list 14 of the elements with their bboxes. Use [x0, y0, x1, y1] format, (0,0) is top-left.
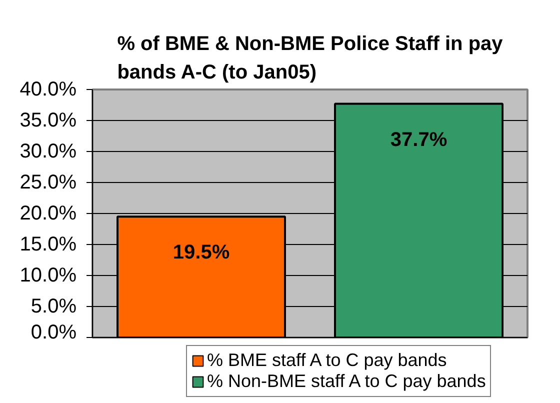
- legend-label: % Non-BME staff A to C pay bands: [207, 371, 486, 392]
- y-tick-label: 0.0%: [30, 322, 77, 344]
- y-tick-label: 25.0%: [20, 172, 77, 194]
- y-tick-label: 20.0%: [20, 202, 77, 224]
- legend-label: % BME staff A to C pay bands: [207, 350, 447, 371]
- y-tick-label: 40.0%: [20, 78, 77, 100]
- data-label: 37.7%: [390, 128, 448, 151]
- data-label: 19.5%: [172, 242, 230, 264]
- y-tick-label: 10.0%: [20, 264, 77, 286]
- y-tick-label: 5.0%: [30, 296, 77, 318]
- chart-title: % of BME & Non-BME Police Staff in pay bands A-C (to Jan05): [117, 32, 504, 84]
- y-tick-label: 30.0%: [20, 140, 77, 162]
- y-tick-label: 35.0%: [20, 110, 77, 132]
- y-tick-label: 15.0%: [20, 234, 77, 256]
